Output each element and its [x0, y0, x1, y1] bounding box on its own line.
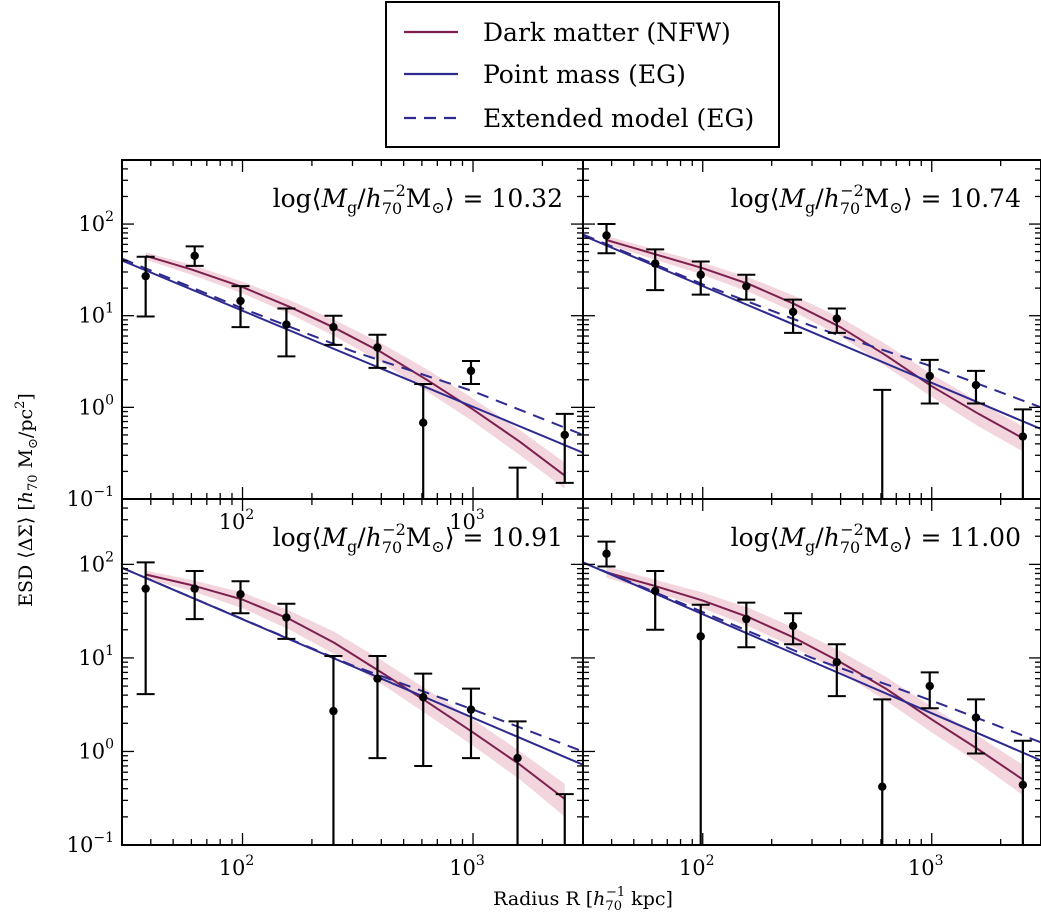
extended-model-line [122, 566, 583, 753]
data-point [513, 753, 522, 763]
y-axis-label: ESD ⟨ΔΣ⟩ [h70 M⊙/pc2] [13, 393, 41, 607]
x-axis-label: Radius R [h70−1 kpc] [493, 885, 673, 914]
point-mass-line [583, 234, 1041, 430]
data-point [560, 430, 569, 440]
data-point [419, 418, 428, 427]
panel-plot-area [122, 245, 583, 499]
data-point [788, 307, 798, 317]
panel-top-right: log⟨Mg/h70−2M⊙⟩ = 10.74 [582, 159, 1041, 500]
data-point [742, 614, 751, 624]
extended-model-line [583, 561, 1041, 744]
data-point [466, 366, 476, 376]
x-tick-label: 103 [449, 507, 485, 534]
y-tick-label: 101 [78, 301, 114, 328]
x-tick-label: 102 [679, 853, 715, 880]
data-point [971, 713, 981, 722]
panel-plot-area [122, 561, 583, 845]
data-point [1018, 432, 1028, 441]
nfw-uncertainty-band [606, 566, 1023, 796]
data-point [141, 584, 150, 593]
data-point [788, 621, 798, 631]
panel-plot-area [583, 223, 1041, 499]
data-point [190, 251, 199, 261]
data-point [602, 549, 611, 558]
y-tick-label: 10−1 [67, 484, 114, 511]
data-point [832, 314, 842, 323]
nfw-curve [145, 254, 566, 477]
data-point [696, 632, 705, 641]
ticks [582, 498, 1041, 846]
panel-top-left: 102 103 10−1 100 101 102 log⟨Mg/h70−2M⊙⟩ = 10.… [67, 159, 584, 534]
panel-mass-label: log⟨Mg/h70−2M⊙⟩ = 10.32 [273, 181, 563, 218]
point-mass-line [122, 259, 583, 454]
y-tick-label: 102 [78, 209, 114, 236]
data-point [282, 320, 291, 329]
data-point [971, 380, 981, 390]
data-point [419, 693, 428, 702]
data-point [650, 586, 660, 596]
data-point [373, 674, 382, 683]
panel-bottom-right: 102 103 log⟨Mg/h70−2M⊙⟩ = 11.00 [582, 498, 1041, 880]
nfw-curve [606, 571, 1024, 781]
data-point [650, 259, 660, 268]
legend: Dark matter (NFW) Point mass (EG) Extend… [385, 1, 780, 148]
data-point [329, 706, 338, 716]
data-point [1018, 780, 1028, 790]
y-tick-label: 10−1 [67, 830, 114, 857]
nfw-uncertainty-band [145, 570, 565, 817]
y-tick-label: 101 [78, 643, 114, 670]
data-point [373, 343, 382, 352]
panel-plot-area [583, 540, 1041, 845]
nfw-uncertainty-band [606, 236, 1023, 452]
panel-mass-label: log⟨Mg/h70−2M⊙⟩ = 10.91 [273, 520, 563, 557]
data-point [696, 270, 705, 279]
panel-mass-label: log⟨Mg/h70−2M⊙⟩ = 10.74 [731, 181, 1021, 218]
ticks [582, 159, 1041, 500]
data-point [236, 589, 245, 599]
extended-model-line [122, 257, 583, 436]
panel-bottom-left: 102 103 10−1 100 101 102 log⟨Mg/h70−2M⊙⟩ = 10.… [67, 498, 584, 880]
nfw-uncertainty-band [145, 252, 565, 489]
point-mass-line [583, 561, 1041, 762]
legend-label-nfw: Dark matter (NFW) [483, 18, 731, 47]
x-tick-label: 102 [219, 507, 255, 534]
data-point [925, 681, 934, 691]
y-tick-label: 100 [78, 392, 114, 419]
y-tick-label: 102 [78, 549, 114, 576]
data-point [190, 584, 199, 593]
nfw-curve [606, 239, 1024, 440]
panel-mass-label: log⟨Mg/h70−2M⊙⟩ = 11.00 [731, 520, 1021, 557]
legend-label-point-mass: Point mass (EG) [483, 60, 686, 89]
data-point [878, 782, 887, 791]
data-point [141, 271, 150, 281]
data-point [832, 658, 842, 667]
x-tick-label: 103 [908, 853, 944, 880]
y-tick-label: 100 [78, 736, 114, 763]
data-point [282, 613, 291, 622]
data-point [925, 371, 934, 381]
legend-label-extended: Extended model (EG) [483, 104, 754, 133]
data-point [602, 231, 611, 240]
x-tick-label: 102 [219, 853, 255, 880]
extended-model-line [583, 233, 1041, 409]
data-point [466, 705, 476, 714]
nfw-curve [145, 573, 566, 800]
data-point [742, 281, 751, 291]
data-point [329, 322, 338, 332]
data-point [236, 296, 245, 306]
ticks [121, 498, 584, 846]
x-tick-label: 103 [449, 853, 485, 880]
